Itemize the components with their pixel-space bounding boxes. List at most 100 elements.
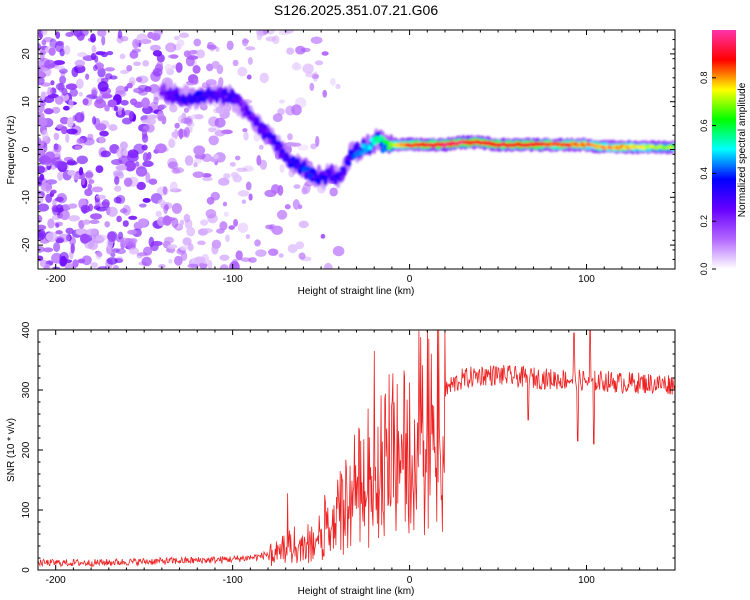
y-tick-label: 300: [21, 381, 32, 398]
spectrogram-cell: [72, 259, 79, 268]
spectrogram-cell: [245, 181, 252, 191]
spectrogram-ridge-cell: [273, 146, 280, 152]
spectrogram-cell: [310, 143, 317, 150]
spectrogram-cell: [55, 230, 63, 235]
spectrogram-cell: [153, 96, 159, 105]
spectrogram-cell: [59, 116, 70, 125]
spectrogram-cell: [279, 163, 285, 173]
spectrogram-cell: [197, 240, 206, 246]
spectrogram-cell: [156, 110, 165, 122]
spectrogram-cell: [322, 89, 328, 98]
spectrogram-ridge-cell: [269, 134, 275, 140]
spectrogram-cell: [155, 143, 167, 154]
spectrogram-cell: [38, 224, 47, 231]
spectrogram-cell: [315, 135, 320, 147]
spectrogram-cell: [51, 157, 63, 166]
spectrogram-ridge-cell: [384, 139, 390, 146]
spectrogram-ridge-cell: [346, 161, 352, 167]
colorbar-tick-label: 0.2: [699, 215, 709, 228]
spectrogram-cell: [177, 115, 185, 124]
spectrogram-cell: [169, 181, 178, 192]
spectrogram-cell: [208, 127, 217, 133]
spectrogram-cell: [38, 176, 43, 187]
spectrogram-cell: [286, 47, 295, 55]
spectrogram-cell: [47, 87, 53, 96]
spectrogram-cell: [183, 50, 192, 58]
spectrogram-cell: [84, 188, 93, 197]
spectrogram-cell: [72, 173, 80, 180]
spectrogram-cell: [329, 187, 338, 197]
spectrogram-cell: [293, 184, 301, 189]
spectrogram-cell: [194, 113, 204, 120]
spectrogram-ridge-cell: [256, 127, 263, 134]
spectrogram-cell: [291, 104, 302, 116]
figure-title: S126.2025.351.07.21.G06: [274, 2, 438, 18]
spectrogram-ridge-cell: [286, 157, 292, 163]
spectrogram-cell: [88, 179, 95, 184]
spectrogram-cell: [82, 98, 89, 106]
spectrogram-cell: [111, 158, 123, 166]
spectrogram-cell: [221, 129, 233, 135]
y-tick-label: -10: [21, 190, 32, 205]
spectrogram-cell: [129, 50, 139, 59]
spectrogram-cell: [79, 233, 90, 244]
spectrogram-cell: [259, 159, 268, 170]
spectrogram-cell: [201, 228, 213, 234]
spectrogram-cell: [63, 45, 71, 55]
spectrogram-ridge-cell: [322, 174, 328, 181]
spectrogram-cell: [219, 254, 230, 261]
spectrogram-cell: [55, 223, 60, 228]
spectrogram-cell: [110, 252, 116, 258]
spectrogram-ridge-cell: [360, 143, 367, 149]
spectrogram-cell: [119, 141, 128, 150]
spectrogram-ridge-cell: [371, 140, 377, 146]
spectrogram-ridge-cell: [233, 93, 239, 100]
spectrogram-cell: [179, 219, 185, 226]
spectrogram-cell: [183, 107, 190, 113]
spectrogram-cell: [222, 201, 228, 207]
spectrogram-cell: [50, 80, 55, 86]
spectrogram-x-axis: -200 -100 0 100: [37, 30, 676, 285]
spectrogram-cell: [248, 193, 253, 201]
spectrogram-cell: [38, 69, 45, 78]
x-tick-label: -100: [223, 575, 243, 586]
spectrogram-cell: [58, 68, 68, 74]
spectrogram-cell: [289, 142, 302, 147]
spectrogram-ridge-cell: [288, 162, 294, 169]
x-tick-label: -200: [46, 575, 66, 586]
spectrogram-cell: [68, 215, 81, 222]
spectrogram-cell: [117, 231, 124, 240]
spectrogram-cell: [169, 104, 178, 113]
spectrogram-cell: [54, 197, 64, 202]
spectrogram-cell: [66, 117, 74, 128]
spectrogram-cell: [138, 203, 147, 208]
spectrogram-cell: [95, 234, 108, 241]
spectrogram-y-axis: -20 -10 0 10 20: [21, 29, 675, 270]
spectrogram-cell: [247, 57, 253, 65]
spectrogram-cell: [268, 248, 279, 256]
spectrogram-cell: [148, 84, 160, 94]
spectrogram-ridge-cell: [363, 147, 369, 153]
spectrogram-cell: [39, 156, 52, 165]
spectrogram-cell: [180, 251, 188, 261]
spectrogram-cell: [92, 116, 97, 125]
spectrogram-cell: [96, 251, 103, 257]
spectrogram-cell: [114, 176, 120, 185]
spectrogram-ridge-cell: [254, 117, 261, 123]
spectrogram-cell: [40, 30, 48, 36]
spectrogram-cell: [91, 45, 97, 53]
spectrogram-cell: [65, 227, 74, 235]
spectrogram-cell: [90, 262, 98, 268]
spectrogram-cell: [148, 236, 155, 248]
spectrogram-cell: [136, 252, 143, 259]
spectrogram-cell: [225, 234, 230, 242]
spectrogram-cell: [309, 82, 315, 91]
spectrogram-cell: [226, 40, 234, 51]
colorbar-gradient: [712, 30, 736, 269]
spectrogram-cell: [298, 220, 309, 229]
spectrogram-cell: [335, 83, 341, 90]
spectrogram-cell: [196, 49, 206, 59]
spectrogram-cell: [115, 248, 126, 255]
spectrogram-cell: [137, 218, 149, 228]
